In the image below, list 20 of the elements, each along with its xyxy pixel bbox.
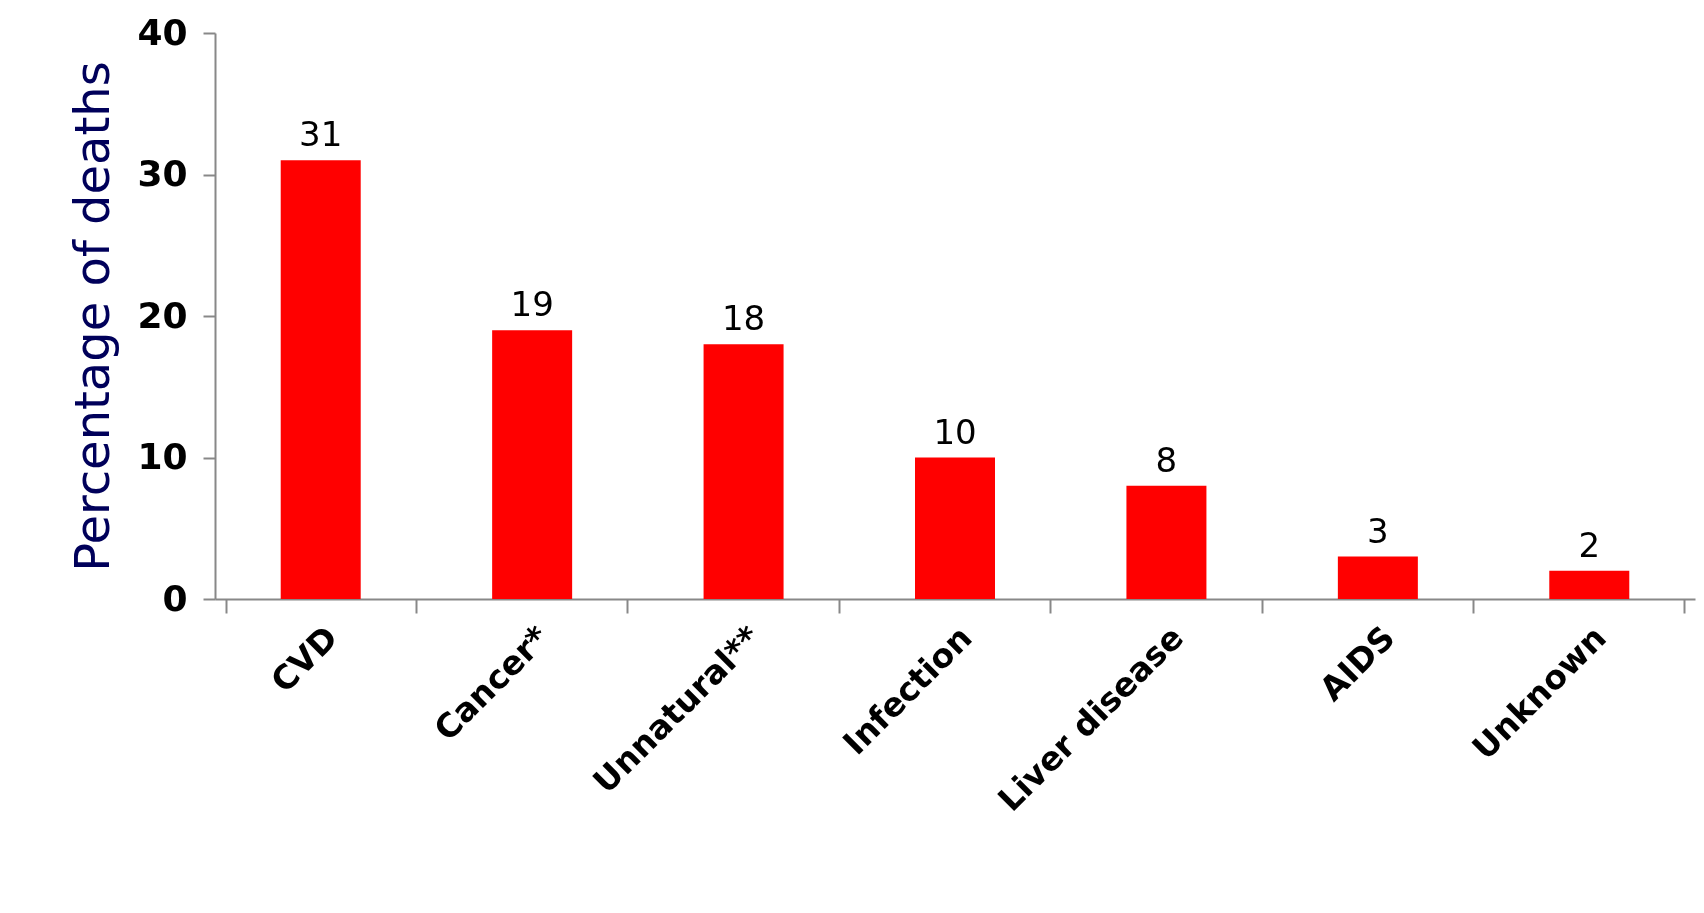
bar xyxy=(1337,556,1418,599)
bar xyxy=(915,457,995,599)
y-tick-label: 10 xyxy=(137,436,188,477)
data-label: 10 xyxy=(933,411,977,452)
data-label: 3 xyxy=(1367,510,1389,551)
bar xyxy=(703,344,784,599)
data-label: 31 xyxy=(299,114,343,155)
bar xyxy=(492,330,573,599)
data-label: 19 xyxy=(510,284,554,325)
y-tick-label: 20 xyxy=(137,294,188,336)
y-tick-label: 0 xyxy=(162,577,188,619)
data-label: 2 xyxy=(1578,524,1601,565)
bar xyxy=(1126,485,1207,599)
data-label: 18 xyxy=(721,298,766,339)
y-axis-title: Percentage of deaths xyxy=(64,61,121,572)
data-label: 8 xyxy=(1155,439,1178,480)
y-tick-label: 40 xyxy=(137,11,188,53)
bar xyxy=(1549,570,1630,599)
bar xyxy=(280,160,361,599)
y-tick-label: 30 xyxy=(137,153,188,194)
